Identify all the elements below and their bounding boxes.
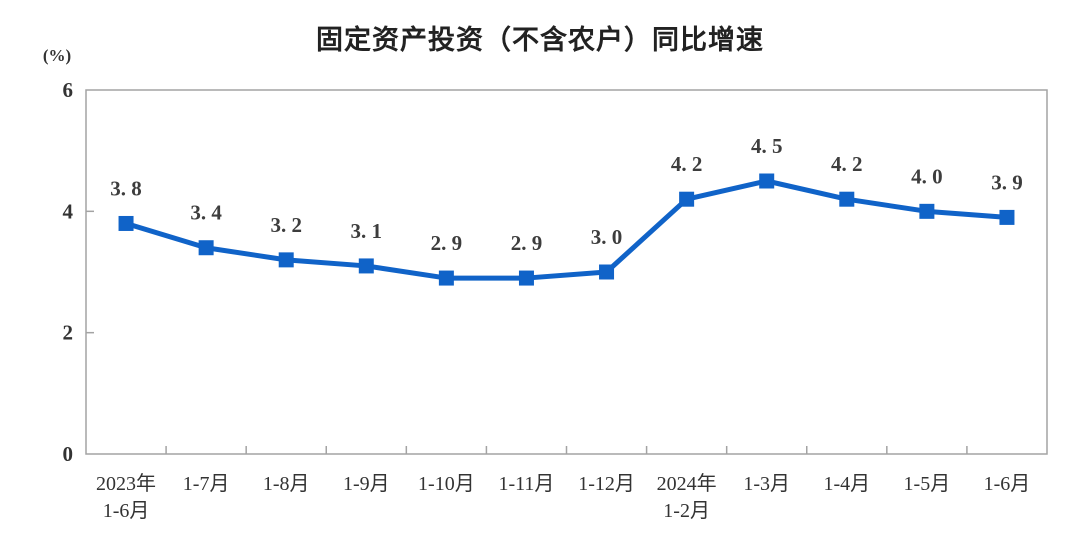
y-tick-label: 4: [63, 199, 74, 223]
x-tick-label: 2023年: [96, 472, 156, 495]
data-point-marker: [358, 258, 374, 274]
series-line: [123, 178, 1010, 281]
data-point-label: 4. 2: [831, 152, 863, 176]
data-point-marker: [198, 240, 214, 256]
x-tick-label: 1-5月: [904, 473, 951, 495]
x-tick-label: 1-10月: [418, 473, 475, 495]
data-point-label: 2. 9: [511, 231, 543, 255]
data-point-label: 3. 1: [351, 219, 383, 243]
data-point-label: 4. 2: [671, 152, 703, 176]
y-axis-unit-label: (%): [43, 46, 71, 65]
x-tick-label: 1-6月: [984, 473, 1031, 495]
x-tick-label: 1-12月: [578, 473, 635, 495]
y-tick-label: 2: [63, 321, 74, 345]
data-point-label: 3. 4: [190, 201, 222, 225]
x-tick-label: 1-8月: [263, 473, 310, 495]
data-point-label: 3. 8: [110, 176, 142, 200]
data-point-label: 4. 5: [751, 134, 783, 158]
chart-title: 固定资产投资（不含农户）同比增速: [316, 25, 764, 55]
y-tick-label: 0: [63, 442, 74, 466]
data-point-marker: [919, 203, 935, 219]
data-point-label: 3. 0: [591, 225, 623, 249]
data-point-marker: [438, 270, 454, 286]
data-point-marker: [679, 191, 695, 207]
data-point-label: 2. 9: [431, 231, 463, 255]
x-tick-label: 1-3月: [743, 473, 790, 495]
x-tick-label: 1-4月: [823, 473, 870, 495]
data-point-label: 4. 0: [911, 164, 943, 188]
data-point-marker: [599, 264, 615, 280]
data-point-marker: [839, 191, 855, 207]
x-tick-label: 1-9月: [343, 473, 390, 495]
x-tick-label: 1-7月: [183, 473, 230, 495]
y-tick-label: 6: [63, 78, 74, 102]
x-tick-label: 2024年: [657, 472, 717, 495]
x-tick-label: 1-2月: [663, 500, 710, 522]
plot-border: [85, 89, 1048, 455]
data-point-marker: [118, 215, 134, 231]
data-point-marker: [999, 209, 1015, 225]
x-tick-label: 1-11月: [498, 473, 554, 495]
data-point-marker: [518, 270, 534, 286]
data-point-label: 3. 9: [991, 170, 1023, 194]
data-point-marker: [278, 252, 294, 268]
data-point-label: 3. 2: [270, 213, 302, 237]
data-point-marker: [759, 173, 775, 189]
x-tick-label: 1-6月: [103, 500, 150, 522]
